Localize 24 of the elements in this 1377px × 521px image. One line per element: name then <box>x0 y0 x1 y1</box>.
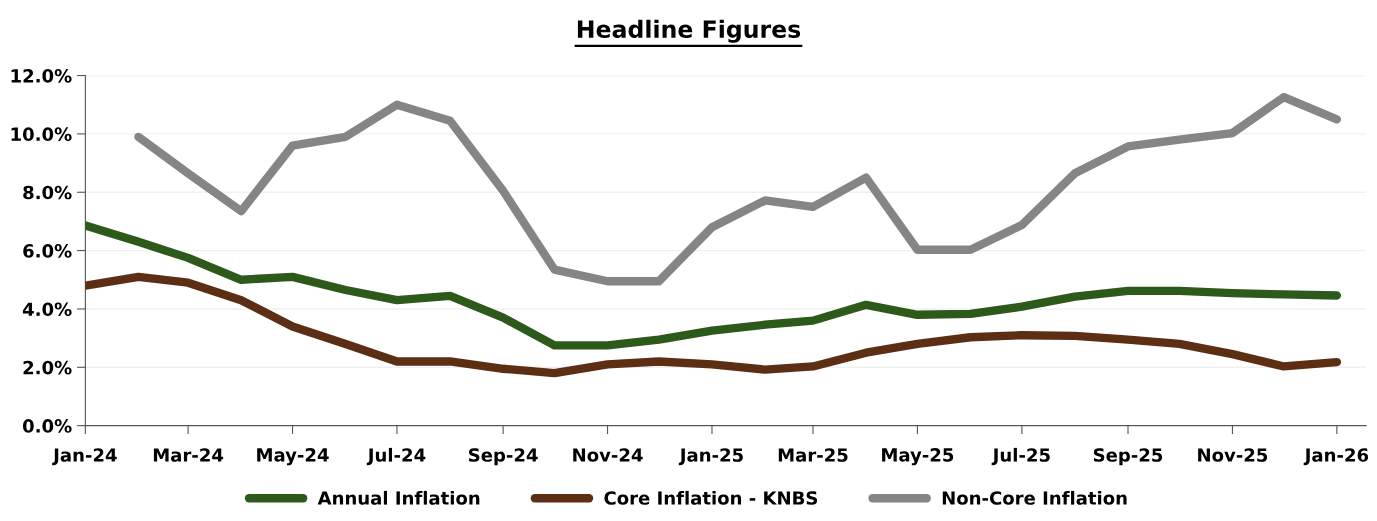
x-tick-label: May-24 <box>257 448 329 466</box>
y-tick-label: 10.0% <box>11 127 72 142</box>
y-tick-label: 2.0% <box>23 360 72 375</box>
x-tick-label: May-25 <box>882 448 954 466</box>
x-tick-label: Mar-25 <box>778 448 848 462</box>
x-tick-label: Sep-25 <box>1093 448 1163 466</box>
y-tick-label: 8.0% <box>23 185 72 200</box>
legend-label: Non-Core Inflation <box>942 490 1127 505</box>
x-tick-label: Jan-26 <box>1303 448 1369 466</box>
x-tick-label: Sep-24 <box>469 448 538 466</box>
x-tick-label: Jul-25 <box>991 447 1050 466</box>
x-tick-label: Mar-24 <box>153 448 224 462</box>
x-tick-label: Jan-25 <box>678 448 743 466</box>
chart-title: Headline Figures <box>577 19 801 43</box>
x-tick-label: Nov-24 <box>573 448 643 462</box>
y-tick-label: 0.0% <box>22 419 72 433</box>
legend-label: Core Inflation - KNBS <box>604 490 818 505</box>
legend-label: Annual Inflation <box>317 490 480 505</box>
y-tick-label: 12.0% <box>11 69 72 83</box>
y-tick-label: 4.0% <box>22 302 72 317</box>
x-tick-label: Jan-24 <box>52 448 117 466</box>
x-tick-label: Nov-25 <box>1198 448 1268 462</box>
x-tick-label: Jul-24 <box>366 447 426 466</box>
y-tick-label: 6.0% <box>23 244 72 258</box>
